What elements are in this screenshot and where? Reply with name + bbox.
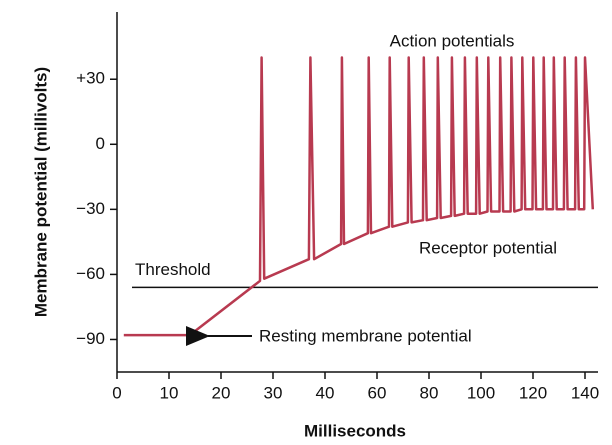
x-tick-label: 0 [112, 383, 121, 402]
x-tick-label: 40 [316, 383, 335, 402]
annotation: Action potentials [390, 31, 515, 50]
threshold-label: Threshold [135, 260, 211, 279]
x-tick-label: 120 [519, 383, 547, 402]
y-tick-label: −60 [76, 264, 105, 283]
x-tick-label: 100 [467, 383, 495, 402]
y-tick-label: −90 [76, 329, 105, 348]
x-tick-label: 10 [160, 383, 179, 402]
x-tick-label: 20 [212, 383, 231, 402]
x-tick-label: 80 [420, 383, 439, 402]
y-tick-label: +30 [76, 69, 105, 88]
y-axis-label: Membrane potential (millivolts) [31, 67, 50, 317]
x-tick-label: 140 [571, 383, 599, 402]
y-tick-label: 0 [96, 134, 105, 153]
y-tick-label: −30 [76, 199, 105, 218]
x-tick-label: 30 [264, 383, 283, 402]
x-axis-label: Milliseconds [304, 421, 406, 440]
annotation: Receptor potential [419, 238, 557, 257]
annotation: Resting membrane potential [259, 326, 472, 345]
x-tick-label: 60 [368, 383, 387, 402]
line [123, 56, 595, 337]
